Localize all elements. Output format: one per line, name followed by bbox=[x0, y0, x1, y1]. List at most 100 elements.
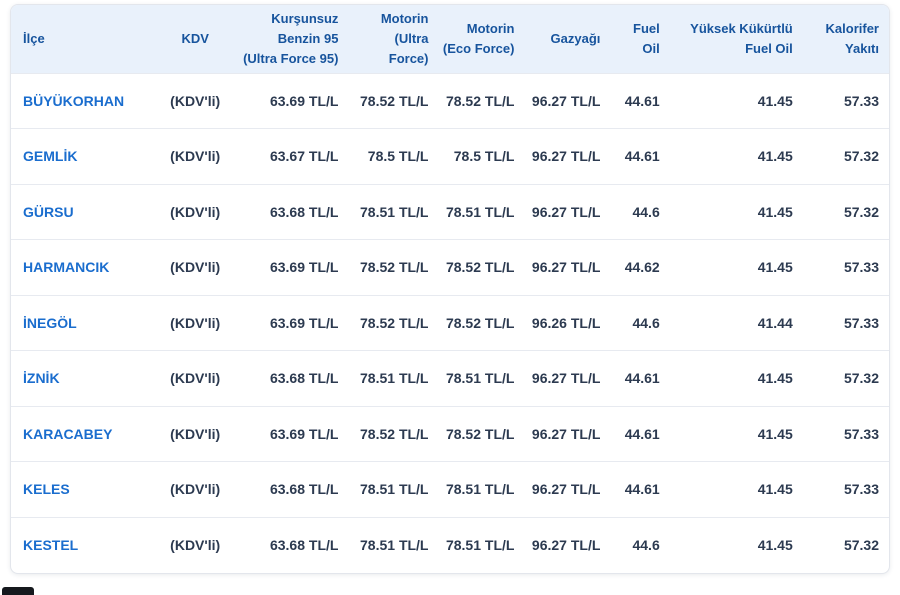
table-row: İNEGÖL (KDV'li) 63.69 TL/L 78.52 TL/L 78.52 … bbox=[11, 294, 889, 351]
cell-kdv: (KDV'li) bbox=[154, 294, 237, 351]
cell-fuel_oil: 44.61 bbox=[600, 405, 660, 462]
header-ilce: İlçe bbox=[11, 5, 155, 73]
cell-benzin: 63.68 TL/L bbox=[236, 350, 339, 406]
cell-kalorifer: 57.33 bbox=[792, 294, 889, 351]
cell-gazyagi: 96.27 TL/L bbox=[514, 72, 601, 129]
cell-motorin_eco: 78.52 TL/L bbox=[428, 72, 515, 129]
header-motorin-eco-force: Motorin (Eco Force) bbox=[428, 5, 515, 73]
cell-fuel_oil: 44.61 bbox=[600, 461, 660, 517]
cell-kdv: (KDV'li) bbox=[154, 461, 237, 517]
cell-yuksek: 41.45 bbox=[659, 239, 793, 295]
cell-motorin_eco: 78.51 TL/L bbox=[428, 461, 515, 517]
cell-benzin: 63.69 TL/L bbox=[236, 239, 339, 295]
district-link[interactable]: İZNİK bbox=[11, 350, 155, 406]
cell-kdv: (KDV'li) bbox=[154, 128, 237, 184]
table-row: KARACABEY (KDV'li) 63.69 TL/L 78.52 TL/L 78.… bbox=[11, 405, 889, 462]
district-link[interactable]: KESTEL bbox=[11, 516, 155, 573]
cell-gazyagi: 96.27 TL/L bbox=[514, 183, 601, 240]
table-row: BÜYÜKORHAN (KDV'li) 63.69 TL/L 78.52 TL/L 78… bbox=[11, 72, 889, 129]
cell-kalorifer: 57.33 bbox=[792, 72, 889, 129]
district-link[interactable]: BÜYÜKORHAN bbox=[11, 72, 155, 129]
cell-fuel_oil: 44.62 bbox=[600, 239, 660, 295]
cell-fuel_oil: 44.6 bbox=[600, 183, 660, 240]
cell-motorin_eco: 78.5 TL/L bbox=[428, 128, 515, 184]
cell-benzin: 63.68 TL/L bbox=[236, 516, 339, 573]
district-link[interactable]: GEMLİK bbox=[11, 128, 155, 184]
table-header-row: İlçe KDV Kurşunsuz Benzin 95 (Ultra Forc… bbox=[11, 5, 889, 73]
cell-motorin_ultra: 78.51 TL/L bbox=[338, 350, 429, 406]
header-fuel-oil: Fuel Oil bbox=[600, 5, 660, 73]
cell-yuksek: 41.45 bbox=[659, 72, 793, 129]
cell-gazyagi: 96.27 TL/L bbox=[514, 128, 601, 184]
bottom-left-corner-widget bbox=[2, 587, 34, 595]
cell-motorin_ultra: 78.52 TL/L bbox=[338, 405, 429, 462]
cell-motorin_eco: 78.52 TL/L bbox=[428, 405, 515, 462]
cell-kalorifer: 57.32 bbox=[792, 128, 889, 184]
cell-fuel_oil: 44.6 bbox=[600, 516, 660, 573]
cell-motorin_eco: 78.51 TL/L bbox=[428, 183, 515, 240]
cell-benzin: 63.69 TL/L bbox=[236, 294, 339, 351]
district-link[interactable]: KARACABEY bbox=[11, 405, 155, 462]
cell-motorin_ultra: 78.52 TL/L bbox=[338, 294, 429, 351]
cell-kalorifer: 57.33 bbox=[792, 239, 889, 295]
cell-benzin: 63.68 TL/L bbox=[236, 183, 339, 240]
cell-motorin_eco: 78.51 TL/L bbox=[428, 516, 515, 573]
cell-motorin_eco: 78.52 TL/L bbox=[428, 239, 515, 295]
cell-gazyagi: 96.27 TL/L bbox=[514, 516, 601, 573]
cell-motorin_ultra: 78.51 TL/L bbox=[338, 461, 429, 517]
table-row: HARMANCIK (KDV'li) 63.69 TL/L 78.52 TL/L 78.… bbox=[11, 239, 889, 295]
header-gazyagi: Gazyağı bbox=[514, 5, 601, 73]
table-row: GÜRSU (KDV'li) 63.68 TL/L 78.51 TL/L 78.51 T… bbox=[11, 183, 889, 240]
header-yuksek-kukurtlu-fuel-oil: Yüksek Kükürtlü Fuel Oil bbox=[659, 5, 793, 73]
table-row: İZNİK (KDV'li) 63.68 TL/L 78.51 TL/L 78.51 T… bbox=[11, 350, 889, 406]
district-link[interactable]: KELES bbox=[11, 461, 155, 517]
district-link[interactable]: GÜRSU bbox=[11, 183, 155, 240]
cell-kalorifer: 57.32 bbox=[792, 183, 889, 240]
cell-gazyagi: 96.27 TL/L bbox=[514, 461, 601, 517]
cell-yuksek: 41.45 bbox=[659, 350, 793, 406]
cell-kalorifer: 57.32 bbox=[792, 516, 889, 573]
cell-yuksek: 41.45 bbox=[659, 405, 793, 462]
cell-yuksek: 41.45 bbox=[659, 516, 793, 573]
cell-motorin_eco: 78.51 TL/L bbox=[428, 350, 515, 406]
cell-gazyagi: 96.27 TL/L bbox=[514, 239, 601, 295]
header-kursunsuz-benzin-95: Kurşunsuz Benzin 95 (Ultra Force 95) bbox=[236, 5, 339, 73]
cell-motorin_ultra: 78.51 TL/L bbox=[338, 516, 429, 573]
table-row: KESTEL (KDV'li) 63.68 TL/L 78.51 TL/L 78.51 … bbox=[11, 516, 889, 573]
cell-motorin_eco: 78.52 TL/L bbox=[428, 294, 515, 351]
cell-benzin: 63.69 TL/L bbox=[236, 405, 339, 462]
cell-motorin_ultra: 78.5 TL/L bbox=[338, 128, 429, 184]
cell-fuel_oil: 44.6 bbox=[600, 294, 660, 351]
cell-benzin: 63.67 TL/L bbox=[236, 128, 339, 184]
cell-fuel_oil: 44.61 bbox=[600, 128, 660, 184]
cell-kdv: (KDV'li) bbox=[154, 239, 237, 295]
table-row: GEMLİK (KDV'li) 63.67 TL/L 78.5 TL/L 78.5 TL… bbox=[11, 128, 889, 184]
cell-motorin_ultra: 78.51 TL/L bbox=[338, 183, 429, 240]
cell-yuksek: 41.44 bbox=[659, 294, 793, 351]
fuel-price-table-card: İlçe KDV Kurşunsuz Benzin 95 (Ultra Forc… bbox=[10, 4, 890, 574]
cell-kdv: (KDV'li) bbox=[154, 350, 237, 406]
cell-kdv: (KDV'li) bbox=[154, 405, 237, 462]
cell-kalorifer: 57.33 bbox=[792, 405, 889, 462]
header-kdv: KDV bbox=[154, 5, 237, 73]
cell-yuksek: 41.45 bbox=[659, 461, 793, 517]
cell-fuel_oil: 44.61 bbox=[600, 350, 660, 406]
cell-yuksek: 41.45 bbox=[659, 183, 793, 240]
district-link[interactable]: İNEGÖL bbox=[11, 294, 155, 351]
cell-kalorifer: 57.33 bbox=[792, 461, 889, 517]
header-motorin-ultra-force: Motorin (Ultra Force) bbox=[338, 5, 429, 73]
header-kalorifer-yakiti: Kalorifer Yakıtı bbox=[792, 5, 889, 73]
district-link[interactable]: HARMANCIK bbox=[11, 239, 155, 295]
cell-kdv: (KDV'li) bbox=[154, 516, 237, 573]
cell-gazyagi: 96.27 TL/L bbox=[514, 350, 601, 406]
cell-yuksek: 41.45 bbox=[659, 128, 793, 184]
cell-kdv: (KDV'li) bbox=[154, 183, 237, 240]
cell-benzin: 63.69 TL/L bbox=[236, 72, 339, 129]
cell-fuel_oil: 44.61 bbox=[600, 72, 660, 129]
cell-kdv: (KDV'li) bbox=[154, 72, 237, 129]
fuel-price-table: İlçe KDV Kurşunsuz Benzin 95 (Ultra Forc… bbox=[11, 5, 889, 573]
cell-motorin_ultra: 78.52 TL/L bbox=[338, 72, 429, 129]
table-row: KELES (KDV'li) 63.68 TL/L 78.51 TL/L 78.51 T… bbox=[11, 461, 889, 517]
cell-kalorifer: 57.32 bbox=[792, 350, 889, 406]
cell-benzin: 63.68 TL/L bbox=[236, 461, 339, 517]
